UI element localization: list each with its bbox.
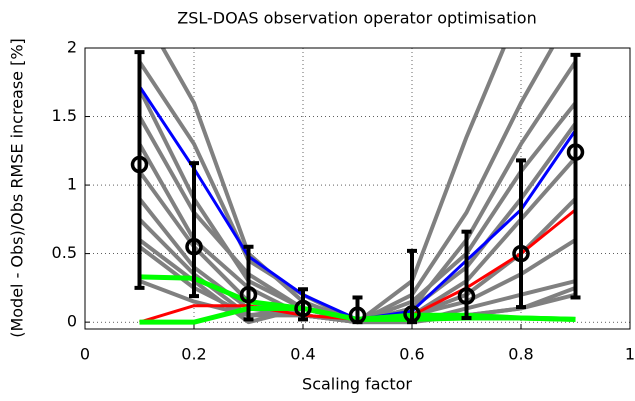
x-tick-label: 1: [625, 345, 635, 364]
x-tick-label: 0.2: [181, 345, 206, 364]
y-axis-label: (Model - Obs)/Obs RMSE increase [%]: [8, 38, 27, 338]
axes-box: [84, 47, 631, 330]
x-axis-label: Scaling factor: [302, 375, 412, 394]
mean-marker: [185, 238, 203, 256]
mean-marker: [348, 306, 367, 325]
mean-marker: [294, 299, 312, 318]
y-tick-label: 0: [67, 312, 77, 331]
y-tick-label: 2: [67, 38, 77, 57]
y-tick-label: 1.5: [52, 106, 77, 125]
x-tick-label: 0.8: [508, 345, 533, 364]
mean-marker: [130, 155, 149, 174]
y-tick-label: 0.5: [52, 243, 77, 262]
mean-marker: [239, 285, 258, 304]
x-tick-label: 0: [80, 345, 90, 364]
mean-marker: [566, 143, 585, 161]
mean-marker: [512, 244, 530, 263]
mean-marker: [403, 305, 421, 323]
chart-title: ZSL-DOAS observation operator optimisati…: [177, 9, 536, 28]
x-tick-label: 0.4: [290, 345, 315, 364]
y-tick-label: 1: [67, 175, 77, 194]
plot-area: [130, 48, 585, 325]
mean-marker: [457, 287, 476, 305]
x-tick-label: 0.6: [399, 345, 424, 364]
